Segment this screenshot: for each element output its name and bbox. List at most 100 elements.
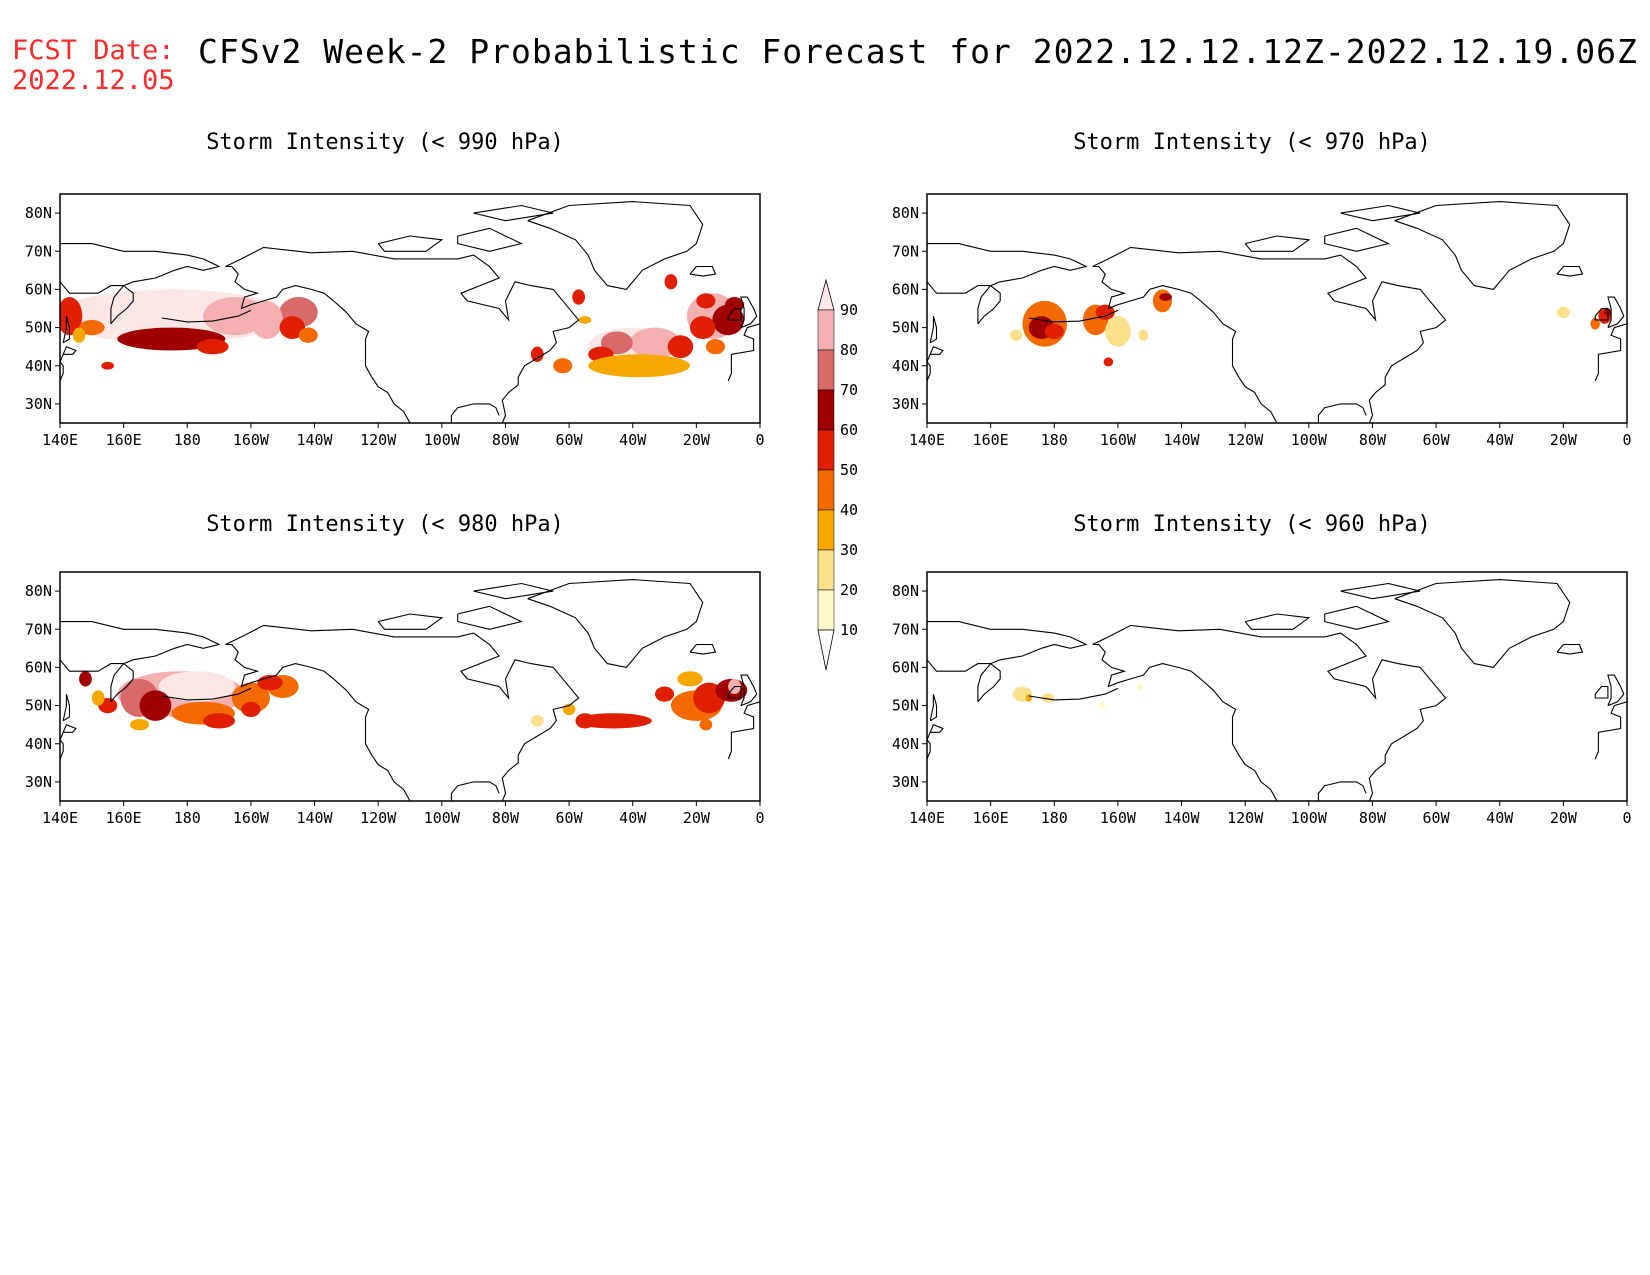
coastline <box>927 739 931 760</box>
probability-area <box>130 718 150 731</box>
lon-tick-label: 20W <box>1550 431 1578 449</box>
probability-area <box>203 297 267 336</box>
coastline <box>1607 674 1625 707</box>
colorbar-swatch <box>817 549 835 591</box>
coastline <box>377 235 444 252</box>
lon-tick-label: 100W <box>1291 431 1328 449</box>
probability-area <box>588 354 690 378</box>
lat-tick-label: 80N <box>25 204 52 222</box>
lon-tick-label: 180 <box>174 431 201 449</box>
coastline <box>1028 687 1119 701</box>
probability-area <box>1137 682 1144 691</box>
coastline <box>1556 643 1584 655</box>
probability-area <box>250 300 283 340</box>
lat-tick-label: 40N <box>892 357 919 375</box>
lon-tick-label: 120W <box>360 809 397 827</box>
colorbar-top-triangle <box>817 278 835 311</box>
lat-tick-label: 40N <box>25 735 52 753</box>
lat-tick-label: 70N <box>25 242 52 260</box>
colorbar-label: 50 <box>840 461 858 479</box>
panel-title: Storm Intensity (< 990 hPa) <box>206 130 564 155</box>
probability-area <box>139 690 172 721</box>
probability-area <box>101 361 115 370</box>
lat-tick-label: 60N <box>892 658 919 676</box>
probability-area <box>1105 316 1131 347</box>
coastline <box>1394 579 1571 669</box>
coastline <box>927 243 1088 294</box>
map-panel-990: Storm Intensity (< 990 hPa) 80N 70N 60N 50N… <box>0 130 770 449</box>
lon-tick-label: 40W <box>1486 431 1514 449</box>
lon-tick-label: 160W <box>1100 431 1137 449</box>
coastline <box>473 204 554 222</box>
lon-tick-label: 80W <box>1359 809 1387 827</box>
probability-area <box>1590 318 1600 330</box>
lat-tick-label: 30N <box>892 395 919 413</box>
coastline <box>60 621 221 672</box>
coastline <box>60 345 77 363</box>
colorbar-label: 70 <box>840 381 858 399</box>
probability-area <box>298 327 318 343</box>
colorbar-swatch <box>817 429 835 471</box>
probability-area <box>60 297 83 336</box>
lon-tick-label: 160E <box>106 431 142 449</box>
lon-tick-label: 0 <box>1622 431 1631 449</box>
lon-tick-label: 80W <box>492 809 520 827</box>
colorbar-label: 20 <box>840 581 858 599</box>
lat-tick-label: 80N <box>892 204 919 222</box>
coastline <box>740 296 758 329</box>
probability-area <box>575 713 652 729</box>
lon-tick-label: 120W <box>1227 809 1264 827</box>
lat-tick-label: 50N <box>892 697 919 715</box>
probability-area <box>1557 306 1570 319</box>
coastline <box>1607 296 1625 329</box>
map-svg: 80N 70N 60N 50N 40N 30N 140E 160E 180 160W 140W 120… <box>25 571 765 827</box>
coastline <box>110 284 134 325</box>
lon-tick-label: 0 <box>755 809 764 827</box>
coastline <box>1324 605 1391 630</box>
probability-area <box>1095 304 1115 320</box>
probability-area <box>79 319 105 336</box>
coastline <box>1317 781 1367 801</box>
probability-area <box>79 293 169 332</box>
coastline <box>929 693 938 722</box>
colorbar: 90 80 70 60 50 40 30 20 10 <box>817 278 858 671</box>
lat-tick-label: 40N <box>25 357 52 375</box>
lon-tick-label: 60W <box>1423 809 1451 827</box>
coastline <box>161 309 252 323</box>
lon-tick-label: 160E <box>973 431 1009 449</box>
map-svg: 80N 70N 60N 50N 40N 30N 140E 160E 180 160W 140W 120… <box>25 193 765 449</box>
lon-tick-label: 0 <box>1622 809 1631 827</box>
lon-tick-label: 80W <box>492 431 520 449</box>
coastline <box>740 674 758 707</box>
coastline <box>1556 265 1584 277</box>
probability-area <box>530 715 544 727</box>
lon-tick-label: 160W <box>233 431 270 449</box>
lat-tick-label: 60N <box>25 658 52 676</box>
coastline <box>225 643 411 801</box>
lon-tick-label: 160W <box>233 809 270 827</box>
coastline <box>60 739 64 760</box>
probability-area <box>1044 323 1064 340</box>
coastline <box>110 662 134 703</box>
lon-tick-label: 140E <box>909 431 945 449</box>
lon-tick-label: 60W <box>556 431 584 449</box>
coastline <box>1340 582 1421 600</box>
lat-tick-label: 80N <box>25 582 52 600</box>
probability-area <box>690 316 716 340</box>
lat-tick-label: 50N <box>25 697 52 715</box>
coastline <box>929 315 938 344</box>
coastline <box>977 662 1001 703</box>
probability-area <box>667 335 694 359</box>
colorbar-label: 30 <box>840 541 858 559</box>
coastline <box>1092 246 1447 423</box>
map-frame <box>926 571 1628 802</box>
probability-area <box>664 274 678 290</box>
coastline <box>225 246 580 423</box>
coastline <box>377 613 444 630</box>
probability-area <box>158 671 235 702</box>
coastline <box>450 781 500 801</box>
forecast-date-value: 2022.12.05 <box>12 65 175 96</box>
coastline <box>727 701 760 760</box>
coastline <box>927 723 944 741</box>
map-frame <box>59 571 761 802</box>
